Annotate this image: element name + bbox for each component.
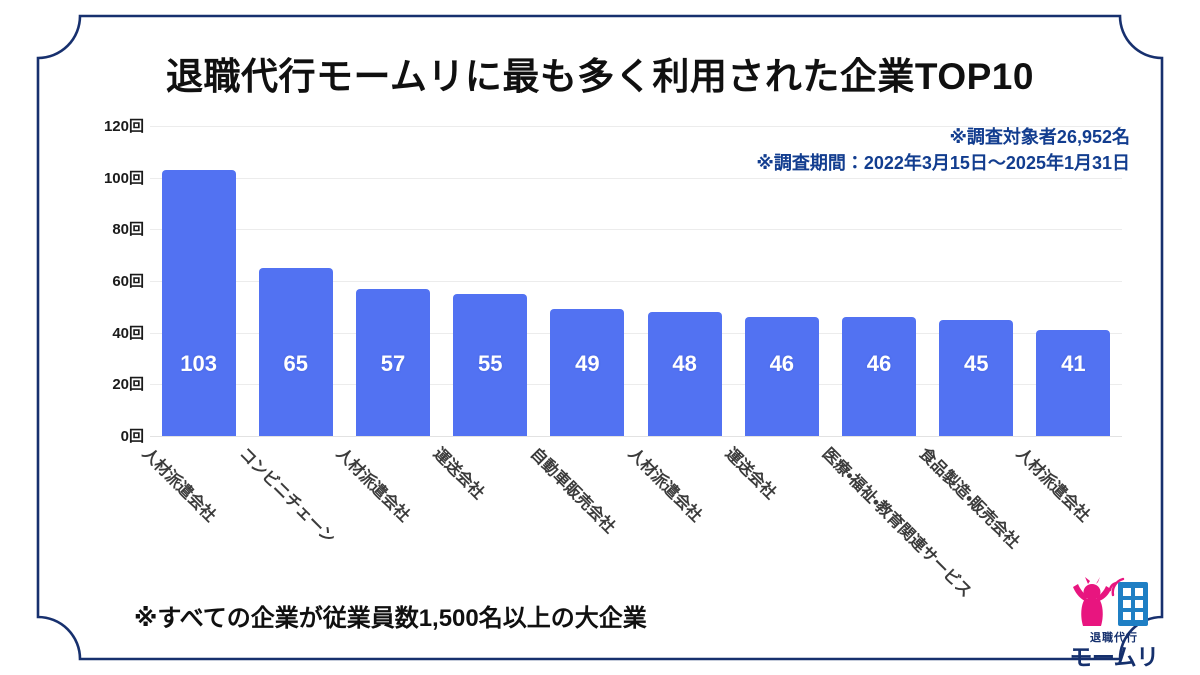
page-title: 退職代行モームリに最も多く利用された企業TOP10 [166, 56, 1034, 97]
x-axis-label: 人材派遣会社 [1013, 445, 1094, 526]
bar-slot: 45 [928, 126, 1025, 436]
bar-value-label: 41 [1061, 351, 1086, 376]
plot-area: 0回 20回 40回 60回 80回 100回 120回 103 65 57 55 49 48 46 46… [104, 118, 1122, 445]
x-axis-label: 運送会社 [429, 445, 488, 503]
gridline [150, 384, 1122, 386]
x-axis-label: 自動車販売会社 [527, 445, 619, 537]
bar[interactable]: 41 [1036, 330, 1111, 436]
bar-value-label: 103 [180, 351, 217, 376]
bar-chart: 0回 20回 40回 60回 80回 100回 120回 103 65 57 55 49 48 46 46… [104, 118, 1122, 445]
bar-value-label: 48 [672, 351, 697, 376]
gridline [150, 229, 1122, 231]
bar-slot: 55 [442, 126, 539, 436]
bar[interactable]: 65 [258, 268, 333, 436]
bar-slot: 46 [733, 126, 830, 436]
y-axis-tick-label: 0回 [120, 428, 144, 446]
bar[interactable]: 57 [356, 288, 430, 436]
bar-slot: 57 [344, 126, 441, 436]
survey-notes: ※調査対象者26,952名 ※調査期間：2022年3月15日〜2025年1月31… [756, 125, 1130, 176]
bar-slot: 46 [830, 126, 927, 436]
bar-value-label: 57 [380, 351, 406, 376]
bar-value-label: 65 [283, 351, 309, 376]
bar-value-label: 55 [477, 351, 503, 376]
gridline [150, 126, 1122, 127]
x-axis-label: 運送会社 [721, 445, 779, 503]
gridline [150, 332, 1122, 334]
bar[interactable]: 46 [842, 317, 917, 436]
x-axis-label: 人材派遣会社 [138, 445, 219, 526]
bar-value-label: 49 [575, 351, 600, 376]
bar[interactable]: 55 [453, 293, 528, 436]
x-axis-label: 食品製造・販売会社 [915, 445, 1023, 552]
note-respondents: ※調査対象者26,952名 [949, 127, 1130, 147]
bar-value-label: 46 [769, 351, 795, 376]
bar-slot: 103 [150, 126, 247, 436]
signal-arcs-icon [1108, 577, 1125, 597]
y-axis-tick-label: 120回 [103, 118, 144, 136]
character-icon [1073, 576, 1111, 626]
bar[interactable]: 103 [161, 169, 236, 436]
y-axis-tick-label: 100回 [103, 169, 144, 187]
y-axis-tick-label: 80回 [112, 221, 144, 239]
y-axis-tick-label: 40回 [112, 324, 144, 342]
building-icon [1118, 581, 1148, 626]
footer-note: ※すべての企業が従業員数1,500名以上の大企業 [134, 605, 647, 632]
bar[interactable]: 46 [744, 317, 819, 436]
bar-value-label: 45 [963, 351, 989, 376]
gridline [150, 281, 1122, 282]
bar-series: 103 65 57 55 49 48 46 46 45 41 [150, 126, 1122, 436]
bar[interactable]: 45 [939, 319, 1014, 436]
y-axis-tick-label: 60回 [112, 273, 144, 291]
bar[interactable]: 49 [550, 309, 625, 436]
logo-illustration-icon [1073, 576, 1148, 626]
note-period: ※調査期間：2022年3月15日〜2025年1月31日 [756, 152, 1130, 173]
brand-logo: 退職代行 モームリ [1050, 576, 1178, 670]
bar-slot: 49 [539, 126, 636, 436]
y-axis-tick-label: 20回 [112, 376, 144, 394]
logo-subtitle: 退職代行 [1090, 631, 1138, 644]
gridline [150, 177, 1122, 179]
gridline [150, 436, 1122, 437]
bar-slot: 41 [1025, 126, 1122, 436]
logo-artwork [1055, 576, 1173, 628]
logo-name: モームリ [1069, 643, 1159, 670]
x-axis-label: 人材派遣会社 [332, 445, 413, 526]
bar[interactable]: 48 [647, 312, 722, 436]
x-axis-label: コンビニチェーン [235, 445, 338, 548]
bar-slot: 48 [636, 126, 733, 436]
bar-value-label: 46 [866, 351, 892, 376]
x-axis-label: 人材派遣会社 [624, 445, 705, 526]
bar-slot: 65 [247, 126, 344, 436]
